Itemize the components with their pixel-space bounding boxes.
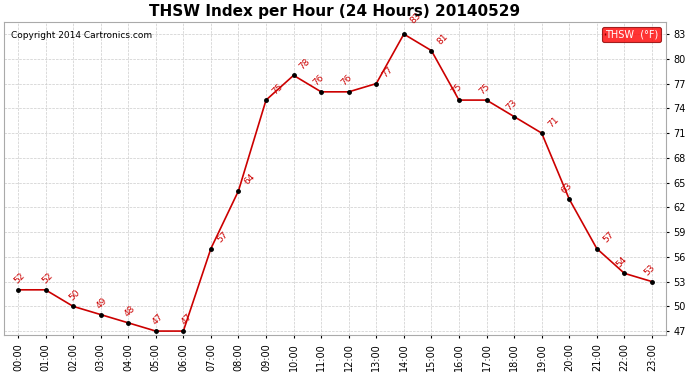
- Text: 75: 75: [449, 81, 464, 96]
- Text: 50: 50: [68, 288, 82, 302]
- Text: 63: 63: [560, 180, 574, 195]
- Text: 48: 48: [123, 304, 137, 319]
- Text: 53: 53: [642, 263, 657, 278]
- Text: 49: 49: [95, 296, 110, 310]
- Text: 71: 71: [546, 114, 560, 129]
- Text: 76: 76: [339, 73, 353, 88]
- Text: 76: 76: [311, 73, 326, 88]
- Text: 52: 52: [40, 271, 55, 286]
- Title: THSW Index per Hour (24 Hours) 20140529: THSW Index per Hour (24 Hours) 20140529: [149, 4, 520, 19]
- Text: 57: 57: [601, 230, 615, 244]
- Legend: THSW  (°F): THSW (°F): [602, 27, 661, 42]
- Text: 47: 47: [150, 312, 165, 327]
- Text: 78: 78: [298, 57, 313, 71]
- Text: 57: 57: [215, 230, 230, 244]
- Text: Copyright 2014 Cartronics.com: Copyright 2014 Cartronics.com: [11, 31, 152, 40]
- Text: 77: 77: [380, 65, 395, 80]
- Text: 54: 54: [615, 255, 629, 269]
- Text: 47: 47: [179, 312, 194, 327]
- Text: 83: 83: [408, 11, 422, 26]
- Text: 52: 52: [12, 271, 27, 286]
- Text: 73: 73: [504, 98, 519, 112]
- Text: 81: 81: [435, 32, 450, 46]
- Text: 75: 75: [270, 81, 285, 96]
- Text: 64: 64: [243, 172, 257, 187]
- Text: 75: 75: [477, 81, 491, 96]
